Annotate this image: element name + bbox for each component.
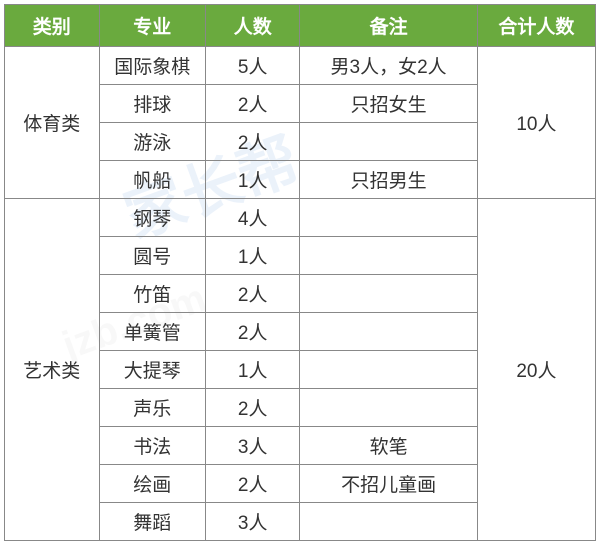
cell-major: 大提琴 [99,351,205,389]
cell-note: 只招女生 [300,85,477,123]
cell-count: 2人 [205,389,300,427]
cell-count: 2人 [205,275,300,313]
cell-note: 不招儿童画 [300,465,477,503]
header-count: 人数 [205,5,300,47]
header-major: 专业 [99,5,205,47]
cell-note [300,503,477,541]
cell-major: 声乐 [99,389,205,427]
cell-note: 软笔 [300,427,477,465]
header-note: 备注 [300,5,477,47]
cell-count: 1人 [205,237,300,275]
cell-count: 4人 [205,199,300,237]
table-row: 艺术类钢琴4人20人 [5,199,596,237]
cell-category: 体育类 [5,47,100,199]
cell-major: 圆号 [99,237,205,275]
cell-major: 游泳 [99,123,205,161]
cell-count: 1人 [205,161,300,199]
table-header-row: 类别 专业 人数 备注 合计人数 [5,5,596,47]
cell-category: 艺术类 [5,199,100,541]
cell-total: 20人 [477,199,595,541]
cell-count: 2人 [205,123,300,161]
cell-major: 舞蹈 [99,503,205,541]
cell-count: 1人 [205,351,300,389]
cell-major: 单簧管 [99,313,205,351]
cell-major: 帆船 [99,161,205,199]
cell-major: 绘画 [99,465,205,503]
cell-count: 3人 [205,503,300,541]
cell-note [300,275,477,313]
cell-major: 国际象棋 [99,47,205,85]
header-category: 类别 [5,5,100,47]
table-body: 体育类国际象棋5人男3人，女2人10人排球2人只招女生游泳2人帆船1人只招男生艺… [5,47,596,541]
cell-note: 只招男生 [300,161,477,199]
cell-major: 竹笛 [99,275,205,313]
cell-count: 5人 [205,47,300,85]
cell-count: 2人 [205,85,300,123]
cell-note [300,389,477,427]
cell-note [300,237,477,275]
enrollment-table: 类别 专业 人数 备注 合计人数 体育类国际象棋5人男3人，女2人10人排球2人… [4,4,596,541]
cell-note [300,123,477,161]
table-row: 体育类国际象棋5人男3人，女2人10人 [5,47,596,85]
cell-count: 2人 [205,465,300,503]
cell-note [300,199,477,237]
cell-note: 男3人，女2人 [300,47,477,85]
cell-major: 钢琴 [99,199,205,237]
cell-total: 10人 [477,47,595,199]
cell-note [300,313,477,351]
cell-major: 书法 [99,427,205,465]
cell-count: 3人 [205,427,300,465]
cell-note [300,351,477,389]
cell-major: 排球 [99,85,205,123]
cell-count: 2人 [205,313,300,351]
header-total: 合计人数 [477,5,595,47]
